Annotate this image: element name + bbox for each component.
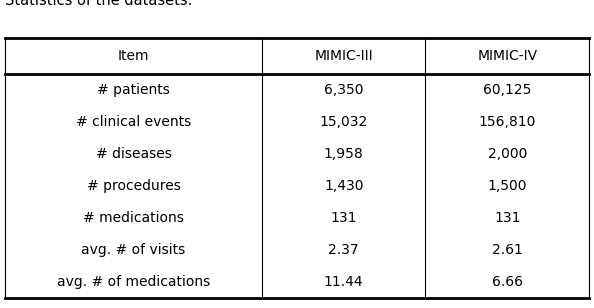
Text: # clinical events: # clinical events [76,115,191,129]
Text: 60,125: 60,125 [483,83,532,97]
Text: avg. # of visits: avg. # of visits [81,243,185,257]
Text: 11.44: 11.44 [324,275,364,289]
Text: 6,350: 6,350 [324,83,364,97]
Text: # patients: # patients [97,83,170,97]
Text: 131: 131 [494,211,520,225]
Text: 1,500: 1,500 [488,179,527,193]
Text: # diseases: # diseases [96,147,172,161]
Text: 1,430: 1,430 [324,179,364,193]
Text: avg. # of medications: avg. # of medications [57,275,210,289]
Text: 156,810: 156,810 [479,115,536,129]
Text: 1,958: 1,958 [324,147,364,161]
Text: 15,032: 15,032 [320,115,368,129]
Text: Item: Item [118,49,149,63]
Text: 2,000: 2,000 [488,147,527,161]
Text: 2.37: 2.37 [328,243,359,257]
Text: Statistics of the datasets.: Statistics of the datasets. [5,0,192,8]
Text: MIMIC-IV: MIMIC-IV [477,49,538,63]
Text: 2.61: 2.61 [492,243,523,257]
Text: MIMIC-III: MIMIC-III [314,49,373,63]
Text: 131: 131 [330,211,357,225]
Text: 6.66: 6.66 [492,275,523,289]
Text: # medications: # medications [83,211,184,225]
Text: # procedures: # procedures [87,179,181,193]
